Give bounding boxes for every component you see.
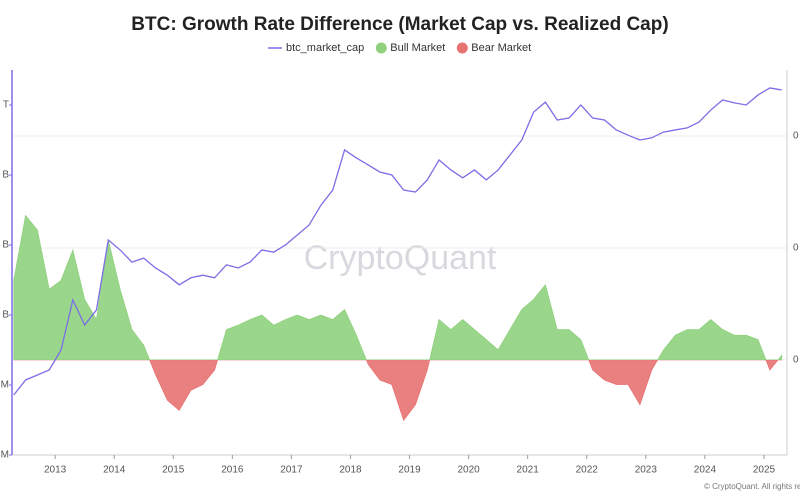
y-tick-label: B: [2, 310, 9, 321]
y2-tick-label: 0: [793, 355, 799, 366]
x-tick-label: 2022: [576, 465, 599, 476]
legend-swatch: [456, 42, 468, 54]
x-tick-label: 2014: [103, 465, 126, 476]
legend-label: Bull Market: [390, 42, 445, 54]
x-tick-label: 2020: [457, 465, 480, 476]
x-tick-label: 2016: [221, 465, 244, 476]
x-tick-label: 2013: [44, 465, 67, 476]
y-tick-label: M: [1, 380, 9, 391]
x-tick-label: 2018: [339, 465, 362, 476]
x-tick-label: 2015: [162, 465, 185, 476]
x-tick-label: 2017: [280, 465, 303, 476]
copyright: © CryptoQuant. All rights re: [704, 482, 800, 491]
y-tick-label: B: [2, 170, 9, 181]
y2-tick-label: 0: [793, 131, 799, 142]
x-tick-label: 2023: [635, 465, 658, 476]
growth-area: [13, 214, 783, 422]
legend-swatch: [375, 42, 387, 54]
legend-label: Bear Market: [471, 42, 531, 54]
x-tick-label: 2024: [694, 465, 717, 476]
x-tick-label: 2021: [517, 465, 540, 476]
market-cap-line: [13, 87, 782, 396]
x-tick-label: 2019: [398, 465, 421, 476]
y-tick-label: T: [3, 100, 9, 111]
y-tick-label: B: [2, 240, 9, 251]
x-tick-label: 2025: [753, 465, 776, 476]
y-tick-label: M: [1, 450, 9, 461]
legend-label: btc_market_cap: [286, 42, 364, 54]
y2-tick-label: 0: [793, 243, 799, 254]
watermark: CryptoQuant: [304, 239, 497, 277]
chart-title: BTC: Growth Rate Difference (Market Cap …: [131, 14, 668, 35]
